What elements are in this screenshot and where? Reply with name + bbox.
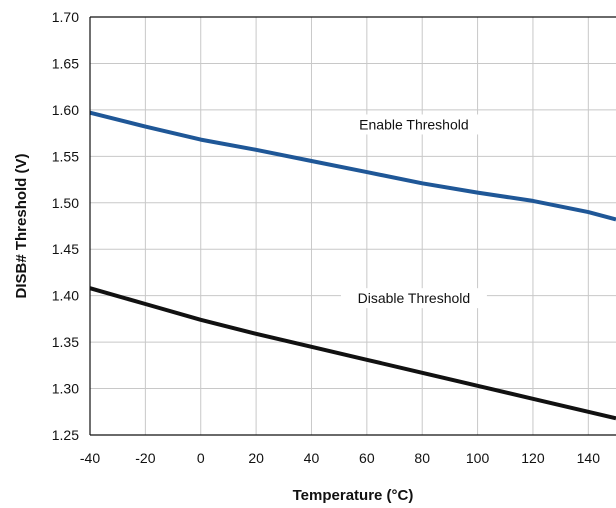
x-axis-title: Temperature (°C) [293,487,414,504]
annotation-background [344,114,483,135]
grid [89,16,616,436]
y-tick-label: 1.30 [52,381,79,397]
y-tick-label: 1.25 [52,427,79,443]
y-tick-label: 1.45 [52,241,79,257]
annotations: Enable Threshold Disable Threshold [340,114,487,309]
x-tick-label: 20 [248,450,264,466]
x-tick-label: 140 [577,450,601,466]
plot-frame [89,16,616,436]
y-tick-label: 1.55 [52,148,79,164]
disable-threshold-label: Disable Threshold [358,290,471,306]
x-tick-label: 120 [521,450,545,466]
x-tick-label: 80 [414,450,430,466]
y-tick-label: 1.40 [52,288,79,304]
disable-threshold-line [89,286,616,421]
enable-threshold-line [89,110,616,222]
y-axis-title: DISB# Threshold (V) [13,153,30,298]
x-tick-label: 100 [466,450,490,466]
x-tick-label: 40 [304,450,320,466]
series-group [89,110,616,421]
enable-threshold-label: Enable Threshold [359,116,468,132]
x-tick-label: 60 [359,450,375,466]
y-tick-label: 1.70 [52,9,79,25]
y-tick-label: 1.65 [52,55,79,71]
x-tick-label: 0 [197,450,205,466]
x-tick-label: -40 [80,450,100,466]
y-tick-label: 1.35 [52,334,79,350]
x-tick-label: -20 [135,450,155,466]
y-tick-label: 1.50 [52,195,79,211]
tick-labels: 1.70 1.65 1.60 1.55 1.50 1.45 1.40 1.35 1.30 1.25… [52,9,600,466]
annotation-background [340,288,487,309]
y-tick-label: 1.60 [52,102,79,118]
